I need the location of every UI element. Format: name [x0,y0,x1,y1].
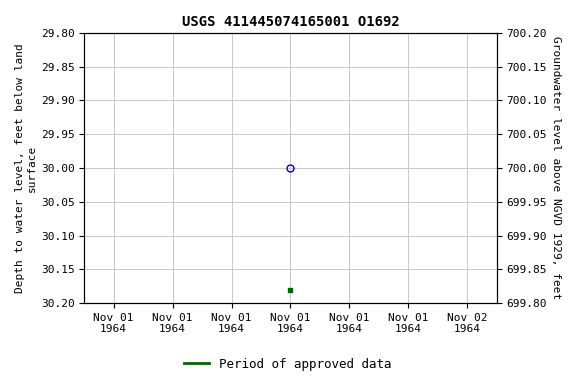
Legend: Period of approved data: Period of approved data [179,353,397,376]
Y-axis label: Depth to water level, feet below land
surface: Depth to water level, feet below land su… [15,43,37,293]
Y-axis label: Groundwater level above NGVD 1929, feet: Groundwater level above NGVD 1929, feet [551,36,561,300]
Title: USGS 411445074165001 O1692: USGS 411445074165001 O1692 [181,15,399,29]
